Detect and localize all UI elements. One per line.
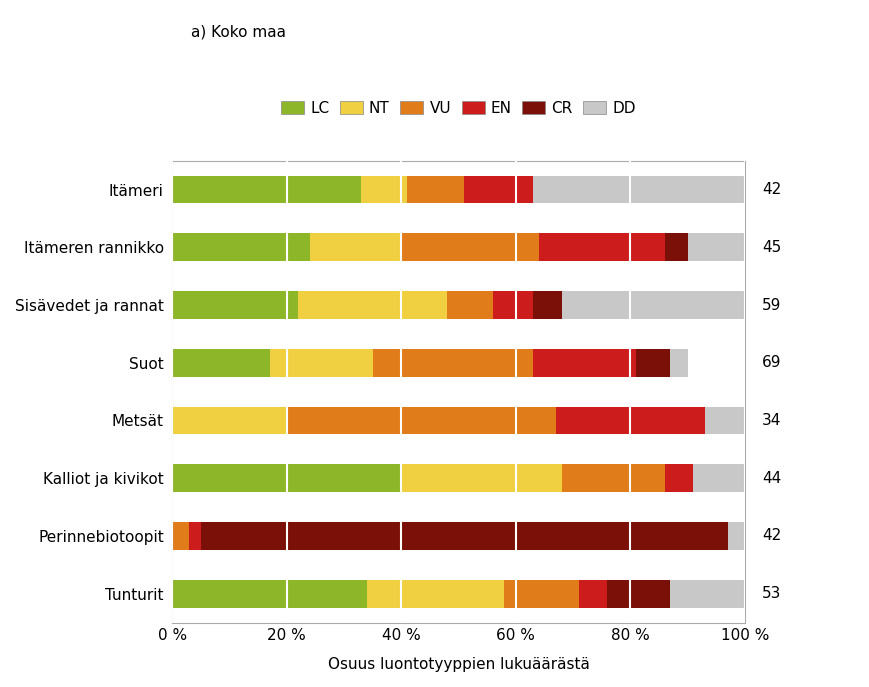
Bar (670, 580, 745, 607)
Bar (287, 407, 556, 434)
Bar (607, 580, 670, 607)
Text: 69: 69 (762, 355, 781, 370)
Bar (362, 176, 407, 203)
Bar (539, 234, 665, 261)
Bar (504, 580, 579, 607)
Bar (665, 464, 693, 492)
Bar (636, 349, 670, 376)
Bar (670, 349, 687, 376)
Bar (556, 407, 705, 434)
Bar (172, 407, 287, 434)
Bar (665, 234, 687, 261)
Bar (298, 291, 447, 319)
Bar (464, 176, 533, 203)
Bar (201, 522, 727, 550)
Bar (189, 522, 201, 550)
Bar (533, 291, 561, 319)
Legend: LC, NT, VU, EN, CR, DD: LC, NT, VU, EN, CR, DD (275, 94, 642, 122)
Text: 42: 42 (762, 528, 781, 543)
Bar (172, 349, 269, 376)
Text: 45: 45 (762, 240, 781, 255)
Bar (693, 464, 745, 492)
Bar (493, 291, 533, 319)
Bar (367, 580, 504, 607)
Text: a) Koko maa: a) Koko maa (191, 24, 286, 39)
Bar (172, 580, 367, 607)
Text: 59: 59 (762, 297, 781, 313)
Bar (705, 407, 745, 434)
Bar (172, 522, 189, 550)
Bar (309, 234, 401, 261)
Bar (172, 291, 298, 319)
Bar (407, 176, 464, 203)
Bar (447, 291, 493, 319)
Bar (172, 234, 309, 261)
Text: 44: 44 (762, 471, 781, 486)
Bar (533, 349, 636, 376)
Bar (579, 580, 607, 607)
Text: 34: 34 (762, 413, 781, 428)
Bar (401, 464, 561, 492)
Bar (172, 464, 401, 492)
Bar (687, 234, 745, 261)
Bar (727, 522, 745, 550)
X-axis label: Osuus luontotyyppien lukuäärästä: Osuus luontotyyppien lukuäärästä (328, 657, 589, 672)
Text: 42: 42 (762, 182, 781, 197)
Bar (561, 464, 665, 492)
Bar (533, 176, 745, 203)
Text: 53: 53 (762, 586, 781, 601)
Bar (401, 234, 539, 261)
Bar (561, 291, 745, 319)
Bar (172, 176, 362, 203)
Bar (373, 349, 533, 376)
Bar (269, 349, 373, 376)
